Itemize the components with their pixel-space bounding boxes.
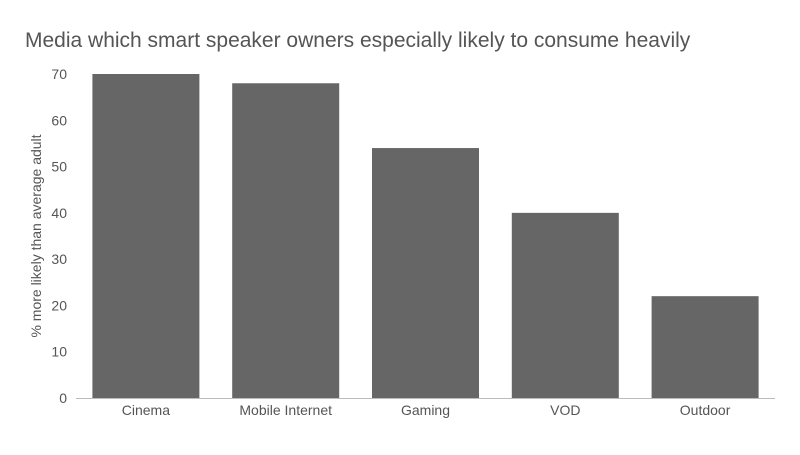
y-tick-label: 70 [51,66,67,82]
x-tick-label: Mobile Internet [239,402,332,418]
bar-cinema [92,74,200,398]
y-axis-label: % more likely than average adult [28,134,44,337]
bars [92,74,759,398]
chart-title: Media which smart speaker owners especia… [25,29,691,52]
y-tick-label: 30 [51,251,67,267]
y-axis: 0 10 20 30 40 50 60 70 [51,66,67,406]
y-tick-label: 0 [59,390,67,406]
x-tick-label: Outdoor [680,402,731,418]
x-tick-label: Cinema [122,402,170,418]
x-tick-label: Gaming [401,402,450,418]
x-axis: Cinema Mobile Internet Gaming VOD Outdoor [122,402,731,418]
bar-mobile-internet [232,83,340,398]
y-tick-label: 50 [51,159,67,175]
x-tick-label: VOD [550,402,580,418]
bar-outdoor [651,296,759,398]
bar-vod [511,212,619,398]
y-tick-label: 10 [51,344,67,360]
y-tick-label: 60 [51,112,67,128]
y-tick-label: 20 [51,297,67,313]
y-tick-label: 40 [51,205,67,221]
bar-gaming [372,148,479,398]
